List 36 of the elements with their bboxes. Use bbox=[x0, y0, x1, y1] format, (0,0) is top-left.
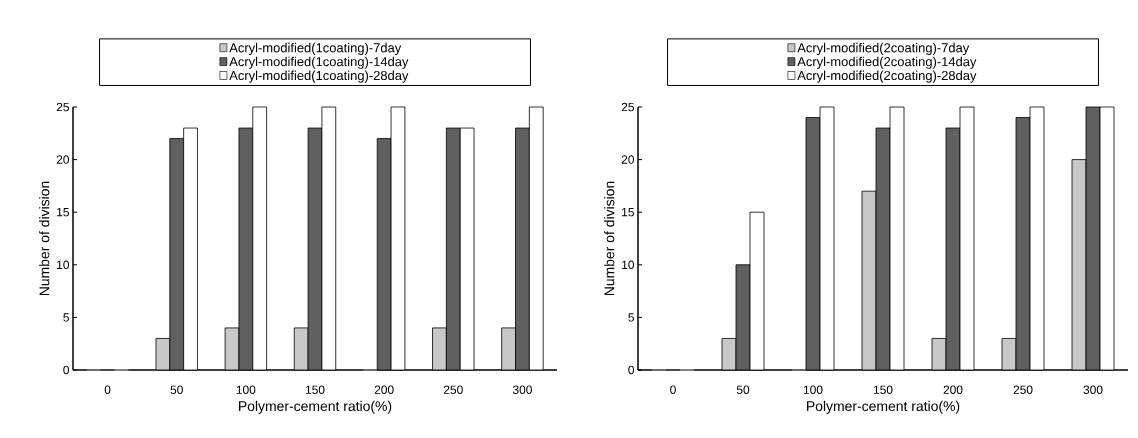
legend-label: Acryl-modified(1coating)-14day bbox=[229, 56, 409, 69]
y-tick-label: 20 bbox=[621, 155, 635, 164]
x-tick-label: 100 bbox=[803, 385, 823, 394]
x-tick-label: 50 bbox=[736, 385, 750, 394]
legend-label: Acryl-modified(1coating)-28day bbox=[229, 70, 409, 83]
legend-label: Acryl-modified(2coating)-7day bbox=[797, 42, 970, 55]
y-tick-label: 0 bbox=[63, 365, 70, 375]
y-tick-label: 15 bbox=[57, 208, 69, 217]
x-tick-label: 0 bbox=[670, 385, 676, 394]
y-tick-label: 25 bbox=[56, 102, 69, 112]
y-tick-label: 5 bbox=[628, 313, 634, 322]
legend-label: Acryl-modified(2coating)-28day bbox=[797, 70, 977, 83]
x-tick-label: 150 bbox=[873, 385, 893, 394]
y-tick-label: 0 bbox=[628, 365, 635, 375]
x-tick-label: 0 bbox=[104, 385, 111, 394]
x-tick-label: 150 bbox=[305, 385, 325, 394]
x-axis-title: Polymer-cement ratio(%) bbox=[239, 400, 392, 414]
x-tick-label: 300 bbox=[512, 385, 532, 394]
y-axis-title: Number of division bbox=[39, 181, 50, 296]
legend-label: Acryl-modified(2coating)-14day bbox=[797, 56, 977, 69]
x-tick-label: 300 bbox=[1083, 385, 1103, 394]
y-tick-label: 15 bbox=[622, 208, 634, 217]
y-tick-label: 5 bbox=[63, 313, 69, 322]
y-tick-label: 20 bbox=[56, 155, 70, 164]
y-tick-label: 10 bbox=[622, 260, 635, 270]
x-tick-label: 250 bbox=[1013, 385, 1033, 394]
y-tick-label: 25 bbox=[621, 102, 634, 112]
legend-label: Acryl-modified(1coating)-7day bbox=[229, 42, 402, 55]
x-tick-label: 250 bbox=[443, 385, 463, 394]
x-tick-label: 50 bbox=[170, 385, 183, 394]
y-axis-title: Number of division bbox=[604, 181, 615, 296]
x-tick-label: 100 bbox=[236, 385, 256, 394]
x-tick-label: 200 bbox=[943, 385, 963, 394]
x-axis-title: Polymer-cement ratio(%) bbox=[807, 400, 960, 414]
x-tick-label: 200 bbox=[374, 385, 394, 394]
y-tick-label: 10 bbox=[57, 260, 70, 270]
